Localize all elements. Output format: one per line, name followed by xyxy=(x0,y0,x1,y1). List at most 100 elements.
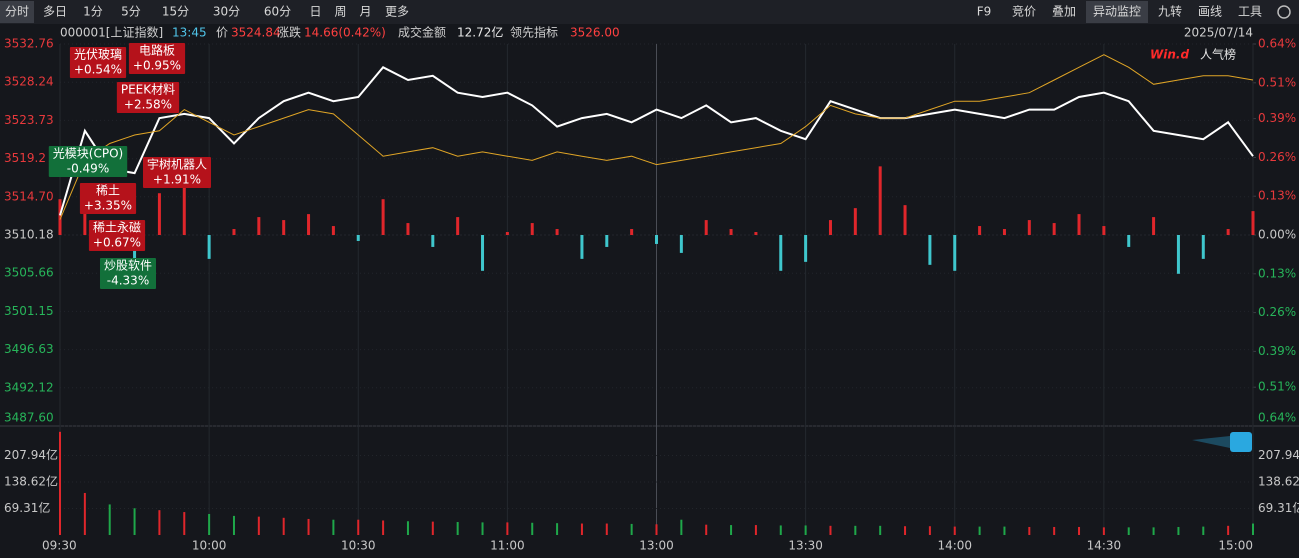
volume-bar xyxy=(953,526,956,535)
annotation-name: 稀土 xyxy=(96,184,120,198)
header-field: 000001[上证指数] xyxy=(60,25,163,40)
y-tick-label: 3487.60 xyxy=(4,411,54,425)
lead-bar xyxy=(804,235,808,262)
tab[interactable]: 多日 xyxy=(43,5,67,19)
volume-bar xyxy=(1152,527,1155,535)
volume-bar xyxy=(630,523,633,535)
header-field: 价 xyxy=(216,26,228,40)
annotation[interactable]: 炒股软件-4.33% xyxy=(99,258,157,289)
y2-tick-label: 0.13% xyxy=(1258,266,1296,280)
annotation[interactable]: 电路板+0.95% xyxy=(128,43,186,75)
annotation-name: PEEK材料 xyxy=(121,83,175,97)
y2-tick-label: 0.13% xyxy=(1258,189,1296,203)
tool[interactable]: 竞价 xyxy=(1012,5,1036,19)
volume-bar xyxy=(680,519,683,535)
lead-bar xyxy=(182,181,186,235)
lead-bar xyxy=(754,232,758,235)
lead-bar xyxy=(431,235,435,247)
settings-icon[interactable] xyxy=(1277,5,1291,19)
annotation-value: -0.49% xyxy=(67,162,109,176)
badge-brand: Win.d xyxy=(1150,48,1189,62)
annotation-value: +0.95% xyxy=(133,59,181,73)
annotation-name: 稀土永磁 xyxy=(93,220,141,235)
tab[interactable]: 月 xyxy=(359,5,371,19)
x-tick-label: 11:00 xyxy=(490,539,525,553)
tool[interactable]: F9 xyxy=(977,5,992,19)
volume-tick-label-right: 207.94亿 xyxy=(1258,447,1299,462)
lead-bar xyxy=(828,220,832,235)
volume-bar xyxy=(456,522,459,535)
lead-bar xyxy=(729,229,733,235)
tab[interactable]: 更多 xyxy=(385,5,409,19)
tool[interactable]: 九转 xyxy=(1158,4,1182,19)
annotation[interactable]: 光伏玻璃+0.54% xyxy=(69,47,127,78)
volume-bar xyxy=(83,492,86,535)
tab[interactable]: 30分 xyxy=(213,5,240,19)
annotation-box xyxy=(48,146,128,177)
tab[interactable]: 日 xyxy=(309,5,321,19)
tab[interactable]: 分时 xyxy=(5,5,29,19)
volume-bar xyxy=(183,512,186,535)
x-tick-label: 13:30 xyxy=(788,539,823,553)
volume-bar xyxy=(928,526,931,535)
annotation-value: -4.33% xyxy=(107,274,149,288)
lead-bar xyxy=(630,229,634,235)
annotation-value: +2.58% xyxy=(124,98,172,112)
lead-bar xyxy=(704,220,708,235)
widget-icon[interactable] xyxy=(1230,432,1252,452)
lead-bar xyxy=(679,235,683,253)
volume-bar xyxy=(730,525,733,535)
header-field: 14.66(0.42%) xyxy=(304,26,386,40)
volume-bar xyxy=(208,513,211,535)
annotation-name: 炒股软件 xyxy=(104,259,152,273)
annotation[interactable]: 宇树机器人+1.91% xyxy=(142,157,212,189)
annotation[interactable]: 稀土永磁+0.67% xyxy=(88,220,146,252)
tool[interactable]: 异动监控 xyxy=(1093,5,1141,19)
y-tick-label: 3496.63 xyxy=(4,342,54,356)
volume-bar xyxy=(232,515,235,535)
annotation[interactable]: PEEK材料+2.58% xyxy=(116,82,180,113)
annotation-name: 光伏玻璃 xyxy=(74,48,122,62)
volume-bar xyxy=(133,508,136,535)
volume-bar xyxy=(1252,523,1254,535)
lead-bar xyxy=(381,199,385,235)
lead-bar xyxy=(779,235,783,271)
annotation-value: +3.35% xyxy=(84,199,132,213)
y2-tick-label: 0.39% xyxy=(1258,344,1296,358)
y-tick-label: 3523.73 xyxy=(4,113,54,127)
volume-bar xyxy=(1053,526,1056,535)
tool[interactable]: 画线 xyxy=(1198,5,1222,19)
volume-bar xyxy=(481,522,484,535)
tab[interactable]: 5分 xyxy=(121,5,141,19)
tab[interactable]: 1分 xyxy=(83,5,103,19)
volume-bar xyxy=(804,525,807,535)
tab[interactable]: 15分 xyxy=(162,5,189,19)
tab[interactable]: 60分 xyxy=(264,5,291,19)
annotation[interactable]: 稀土+3.35% xyxy=(79,183,137,214)
volume-bar xyxy=(879,525,882,535)
lead-bar xyxy=(157,193,161,235)
lead-bar xyxy=(207,235,211,259)
annotation[interactable]: 光模块(CPO)-0.49% xyxy=(48,146,128,177)
volume-bar xyxy=(556,523,559,535)
volume-bar xyxy=(904,526,907,535)
x-tick-label: 09:30 xyxy=(42,539,77,553)
annotation-name: 光模块(CPO) xyxy=(53,147,123,161)
volume-bar xyxy=(580,523,583,535)
volume-bar xyxy=(1227,525,1230,535)
tool[interactable]: 工具 xyxy=(1238,5,1262,19)
volume-bar xyxy=(382,520,385,535)
y2-tick-label: 0.00% xyxy=(1258,228,1296,242)
lead-bar xyxy=(978,226,982,235)
tool[interactable]: 叠加 xyxy=(1052,5,1076,19)
y-tick-label: 3501.15 xyxy=(4,304,54,318)
annotation-name: 电路板 xyxy=(139,43,175,58)
lead-bar xyxy=(878,166,882,235)
y-tick-label: 3505.66 xyxy=(4,266,54,280)
toolbar xyxy=(0,0,1299,24)
tab[interactable]: 周 xyxy=(334,5,346,19)
volume-tick-label: 207.94亿 xyxy=(4,447,58,462)
volume-bar xyxy=(1078,526,1081,535)
